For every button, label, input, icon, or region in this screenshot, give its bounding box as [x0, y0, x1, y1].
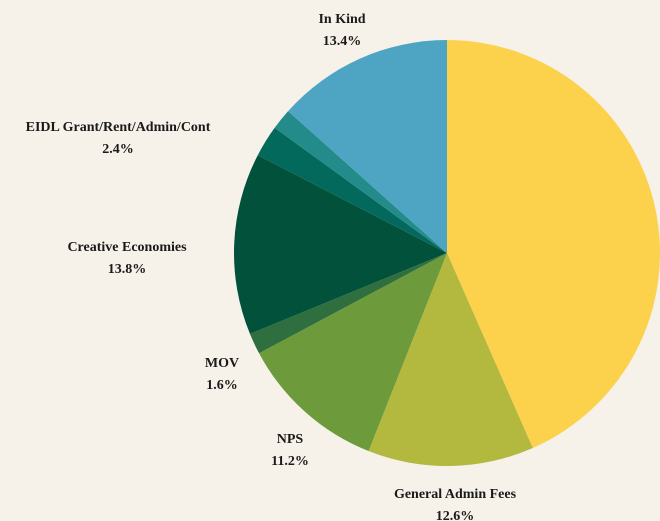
slice-label-creative-economies: Creative Economies — [67, 240, 187, 255]
pie-slice-nps — [259, 253, 447, 452]
pie-labels: General Admin Fees 12.6% NPS 11.2% MOV 1.6% Cr… — [26, 12, 517, 521]
pie-slice-mov — [249, 253, 447, 354]
slice-value-in-kind: 13.4% — [323, 34, 362, 49]
pie-slices — [234, 40, 660, 467]
slice-value-creative-economies: 13.8% — [108, 262, 147, 277]
slice-label-in-kind: In Kind — [318, 12, 365, 27]
slice-label-general-admin-fees: General Admin Fees — [394, 487, 517, 502]
slice-label-nps: NPS — [277, 432, 304, 447]
pie-slice-in-kind — [288, 40, 447, 253]
pie-slice-general-admin-fees — [368, 253, 533, 467]
slice-label-mov: MOV — [205, 356, 239, 371]
pie-slice-creative-economies — [234, 155, 447, 334]
pie-slice-unlabeled-0 — [447, 40, 660, 448]
pie-slice-eidl-grant-rent-admin-cont — [257, 127, 447, 253]
slice-value-mov: 1.6% — [206, 378, 238, 393]
slice-label-eidl-grant-rent-admin-cont: EIDL Grant/Rent/Admin/Cont — [26, 120, 211, 135]
slice-value-general-admin-fees: 12.6% — [436, 509, 475, 521]
slice-value-nps: 11.2% — [271, 454, 309, 469]
pie-slice-unlabeled-6 — [274, 111, 447, 254]
slice-value-eidl-grant-rent-admin-cont: 2.4% — [102, 142, 134, 157]
